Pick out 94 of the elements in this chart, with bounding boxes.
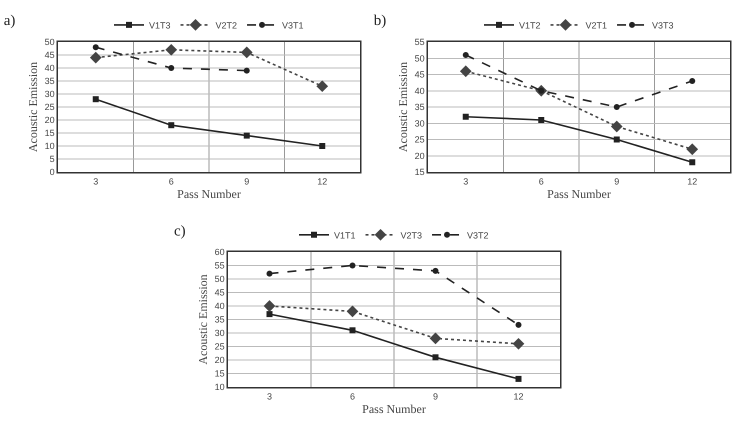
y-tick-label: 10 — [214, 382, 225, 392]
point — [538, 117, 544, 123]
chart-title: b) — [374, 13, 386, 30]
y-tick-label: 5 — [50, 154, 55, 164]
y-tick-label: 45 — [414, 70, 425, 80]
point — [689, 78, 696, 84]
point — [244, 132, 250, 139]
legend-label: V2T3 — [400, 230, 422, 240]
chart-title: a) — [4, 13, 16, 30]
x-tick-label: 12 — [317, 176, 328, 186]
x-tick-label: 6 — [168, 176, 174, 186]
point — [240, 46, 253, 58]
point — [316, 80, 328, 92]
point — [516, 376, 522, 382]
x-tick-label: 3 — [463, 176, 468, 186]
point — [516, 322, 522, 328]
y-tick-label: 45 — [214, 288, 225, 298]
y-tick-label: 40 — [214, 301, 225, 312]
point — [686, 143, 698, 156]
x-tick-label: 3 — [93, 176, 98, 186]
y-tick-label: 50 — [414, 53, 425, 64]
point — [614, 104, 620, 110]
point — [168, 65, 174, 71]
x-axis-title: Pass Number — [547, 186, 611, 201]
y-tick-label: 50 — [214, 274, 225, 284]
x-tick-label: 6 — [538, 176, 544, 186]
point — [462, 52, 469, 58]
y-tick-label: 15 — [414, 167, 425, 178]
point — [168, 122, 174, 128]
y-tick-label: 20 — [214, 355, 225, 366]
legend-label: V1T3 — [149, 20, 171, 30]
y-tick-label: 50 — [44, 37, 55, 48]
legend-label: V1T2 — [519, 20, 541, 30]
legend-label: V2T1 — [586, 20, 608, 30]
y-tick-label: 55 — [214, 260, 225, 271]
point — [689, 159, 696, 166]
y-tick-label: 25 — [214, 342, 225, 352]
y-tick-label: 30 — [44, 89, 55, 100]
y-axis-title: Acoustic Emission — [26, 62, 40, 152]
point — [92, 44, 99, 50]
x-tick-label: 9 — [432, 391, 438, 402]
point — [165, 44, 178, 56]
y-tick-label: 25 — [414, 134, 425, 145]
point — [432, 354, 438, 360]
point — [244, 68, 250, 74]
y-tick-label: 30 — [414, 118, 425, 128]
point — [350, 262, 356, 268]
point — [92, 96, 99, 102]
chart-title: c) — [174, 224, 186, 240]
point — [266, 311, 272, 318]
legend-label: V3T3 — [652, 20, 674, 30]
y-tick-label: 45 — [44, 50, 55, 60]
point — [264, 300, 276, 312]
point — [512, 338, 524, 350]
point — [430, 332, 442, 344]
y-tick-label: 15 — [44, 128, 55, 138]
point — [350, 327, 356, 334]
legend-label: V1T1 — [334, 230, 356, 240]
point — [346, 306, 358, 318]
y-axis-title: Acoustic Emission — [396, 62, 410, 152]
y-axis-title: Acoustic Emission — [196, 274, 210, 365]
point — [610, 120, 623, 132]
y-tick-label: 35 — [414, 102, 425, 112]
y-tick-label: 0 — [50, 167, 55, 178]
y-tick-label: 30 — [214, 328, 225, 338]
point — [266, 270, 272, 277]
legend-label: V3T2 — [467, 230, 489, 240]
x-axis-title: Pass Number — [177, 186, 241, 201]
y-tick-label: 35 — [214, 314, 225, 325]
y-tick-label: 35 — [44, 76, 55, 86]
x-tick-label: 3 — [266, 391, 272, 402]
legend-label: V3T1 — [282, 20, 304, 30]
x-tick-label: 12 — [513, 391, 524, 402]
point — [432, 268, 438, 274]
point — [462, 114, 469, 120]
point — [614, 136, 620, 142]
y-tick-label: 40 — [414, 86, 425, 96]
y-tick-label: 20 — [44, 115, 55, 126]
point — [90, 52, 102, 64]
y-tick-label: 15 — [214, 368, 225, 379]
x-axis-title: Pass Number — [362, 402, 426, 416]
x-tick-label: 6 — [350, 391, 356, 402]
y-tick-label: 60 — [214, 247, 225, 258]
y-tick-label: 55 — [414, 37, 425, 48]
x-tick-label: 9 — [244, 176, 250, 186]
point — [460, 65, 472, 78]
y-tick-label: 25 — [44, 102, 55, 112]
y-tick-label: 10 — [44, 141, 55, 152]
x-tick-label: 9 — [614, 176, 620, 186]
x-tick-label: 12 — [687, 176, 698, 186]
legend-label: V2T2 — [216, 20, 238, 30]
y-tick-label: 40 — [44, 63, 55, 74]
point — [319, 143, 326, 149]
y-tick-label: 20 — [414, 150, 425, 161]
